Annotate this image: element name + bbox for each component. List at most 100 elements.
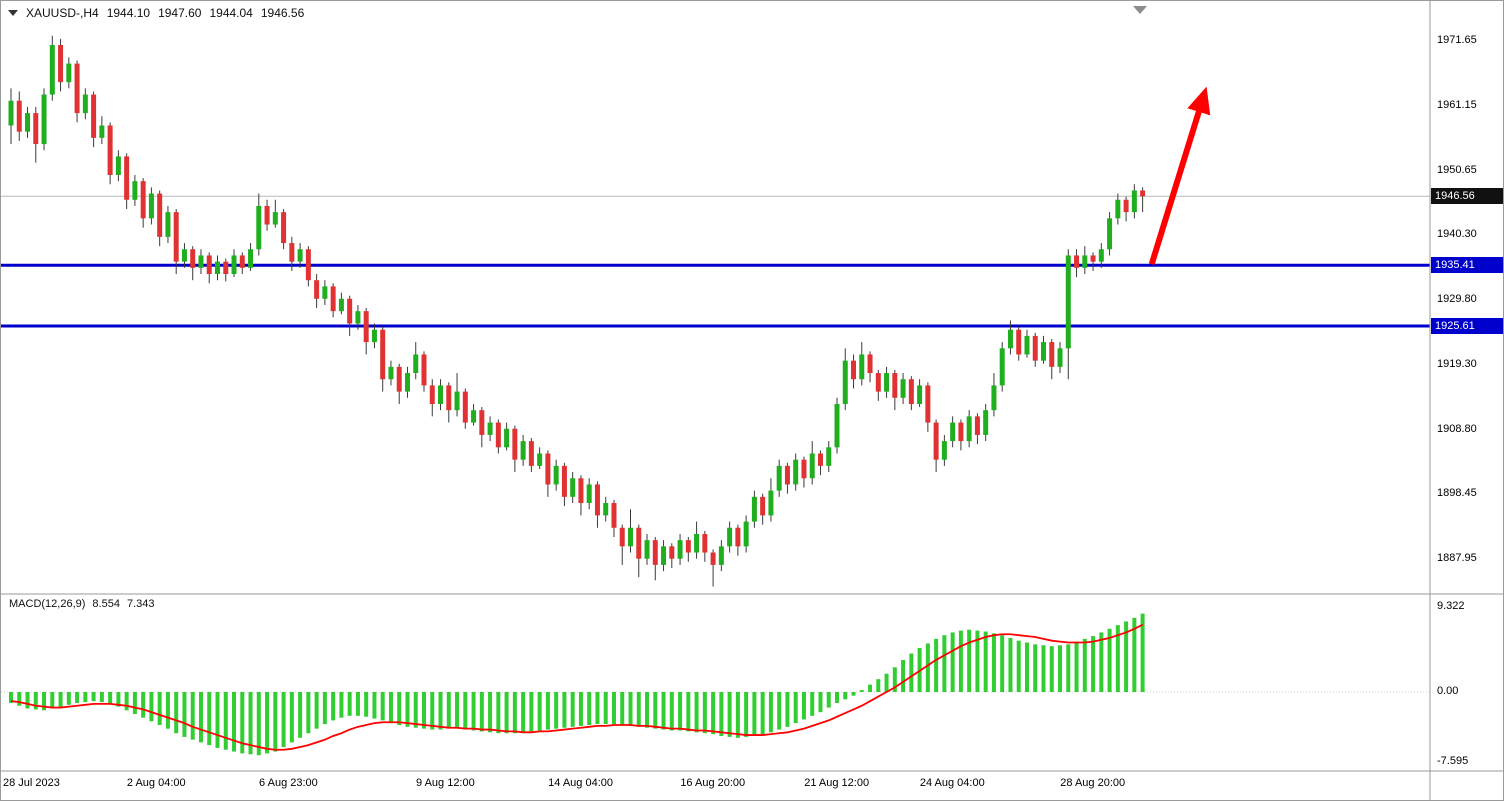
candle-body	[99, 125, 105, 138]
macd-histogram-bar	[669, 692, 674, 731]
symbol-ohlc-info: XAUUSD-,H4 1944.10 1947.60 1944.04 1946.…	[8, 6, 304, 20]
candle-body	[132, 181, 138, 200]
candle-body	[1131, 190, 1137, 213]
candle-body	[1082, 255, 1088, 268]
ohlc-high-value: 1947.60	[158, 6, 202, 20]
candle-body	[322, 286, 328, 299]
candle-body	[619, 527, 625, 547]
macd-histogram-bar	[339, 692, 344, 718]
candle-body	[702, 533, 708, 553]
candle-body	[941, 441, 947, 460]
macd-histogram-bar	[554, 692, 559, 729]
macd-histogram-bar	[1033, 644, 1038, 692]
candle-body	[561, 465, 567, 497]
candle-body	[165, 212, 171, 237]
macd-histogram-bar	[25, 692, 30, 709]
candle-body	[8, 100, 14, 126]
candle-body	[396, 366, 402, 392]
macd-histogram-bar	[884, 673, 889, 692]
macd-histogram-bar	[752, 692, 757, 736]
candle-body	[330, 286, 336, 312]
candle-body	[363, 311, 369, 343]
candle-body	[264, 205, 270, 225]
macd-histogram-bar	[1140, 613, 1145, 692]
macd-histogram-bar	[521, 692, 526, 733]
candle-body	[652, 540, 658, 565]
macd-histogram-bar	[1000, 635, 1005, 692]
candle-body	[628, 527, 633, 547]
macd-histogram-bar	[413, 692, 418, 728]
candle-body	[718, 546, 724, 565]
macd-histogram-bar	[198, 692, 203, 743]
candle-body	[661, 546, 667, 565]
macd-histogram-bar	[562, 692, 567, 728]
macd-histogram-bar	[1066, 644, 1071, 692]
macd-histogram-bar	[942, 635, 947, 692]
candle-body	[413, 354, 419, 374]
candle-body	[438, 385, 444, 404]
candle-body	[33, 113, 39, 145]
candle-body	[58, 45, 64, 83]
candle-body	[966, 416, 972, 442]
macd-histogram-bar	[810, 692, 815, 716]
macd-main-value: 8.554	[92, 598, 120, 610]
macd-histogram-bar	[661, 692, 666, 730]
candle-body	[512, 428, 518, 460]
macd-histogram-bar	[768, 692, 773, 733]
candle-body	[636, 527, 642, 559]
candle-body	[115, 156, 121, 175]
macd-histogram-bar	[306, 692, 311, 734]
candle-body	[867, 354, 873, 374]
macd-histogram-bar	[950, 632, 955, 692]
candle-body	[958, 422, 964, 442]
macd-histogram-bar	[645, 692, 650, 728]
candle-body	[16, 100, 22, 132]
macd-histogram-bar	[380, 692, 385, 721]
macd-histogram-bar	[859, 690, 864, 692]
candle-body	[1115, 199, 1121, 219]
macd-histogram-bar	[322, 692, 327, 725]
macd-histogram-bar	[958, 630, 963, 692]
macd-histogram-bar	[702, 692, 707, 734]
macd-histogram-bar	[265, 692, 270, 754]
macd-histogram-bar	[182, 692, 187, 737]
candle-body	[479, 410, 485, 435]
candle-body	[231, 255, 237, 275]
chart-shift-marker-icon[interactable]	[1133, 6, 1147, 14]
macd-histogram-bar	[347, 692, 352, 716]
macd-histogram-bar	[545, 692, 550, 730]
candle-body	[933, 422, 939, 460]
macd-histogram-bar	[446, 692, 451, 729]
candle-body	[462, 391, 468, 423]
macd-histogram-bar	[578, 692, 583, 726]
candle-body	[735, 527, 741, 547]
macd-histogram-bar	[537, 692, 542, 731]
candle-body	[107, 125, 113, 175]
candle-body	[148, 193, 154, 219]
candle-body	[471, 410, 477, 423]
macd-histogram-bar	[157, 692, 162, 725]
macd-histogram-bar	[132, 692, 137, 714]
macd-histogram-bar	[149, 692, 154, 722]
candle-body	[338, 298, 344, 312]
candle-body	[950, 422, 956, 442]
macd-histogram-bar	[843, 692, 848, 700]
candle-body	[842, 360, 848, 404]
ohlc-low-value: 1944.04	[209, 6, 253, 20]
macd-histogram-bar	[967, 629, 972, 692]
macd-histogram-bar	[1091, 636, 1096, 692]
macd-histogram-bar	[1082, 638, 1087, 692]
trend-arrow[interactable]	[1148, 86, 1211, 265]
candle-body	[520, 441, 526, 460]
candle-body	[669, 546, 675, 559]
candle-body	[603, 503, 609, 516]
macd-histogram-bar	[165, 692, 170, 729]
candle-body	[859, 354, 865, 380]
candle-body	[594, 484, 600, 516]
macd-histogram-bar	[603, 692, 608, 725]
candle-body	[66, 63, 72, 83]
macd-histogram-bar	[298, 692, 303, 738]
candle-body	[892, 373, 898, 398]
candle-body	[793, 459, 799, 485]
